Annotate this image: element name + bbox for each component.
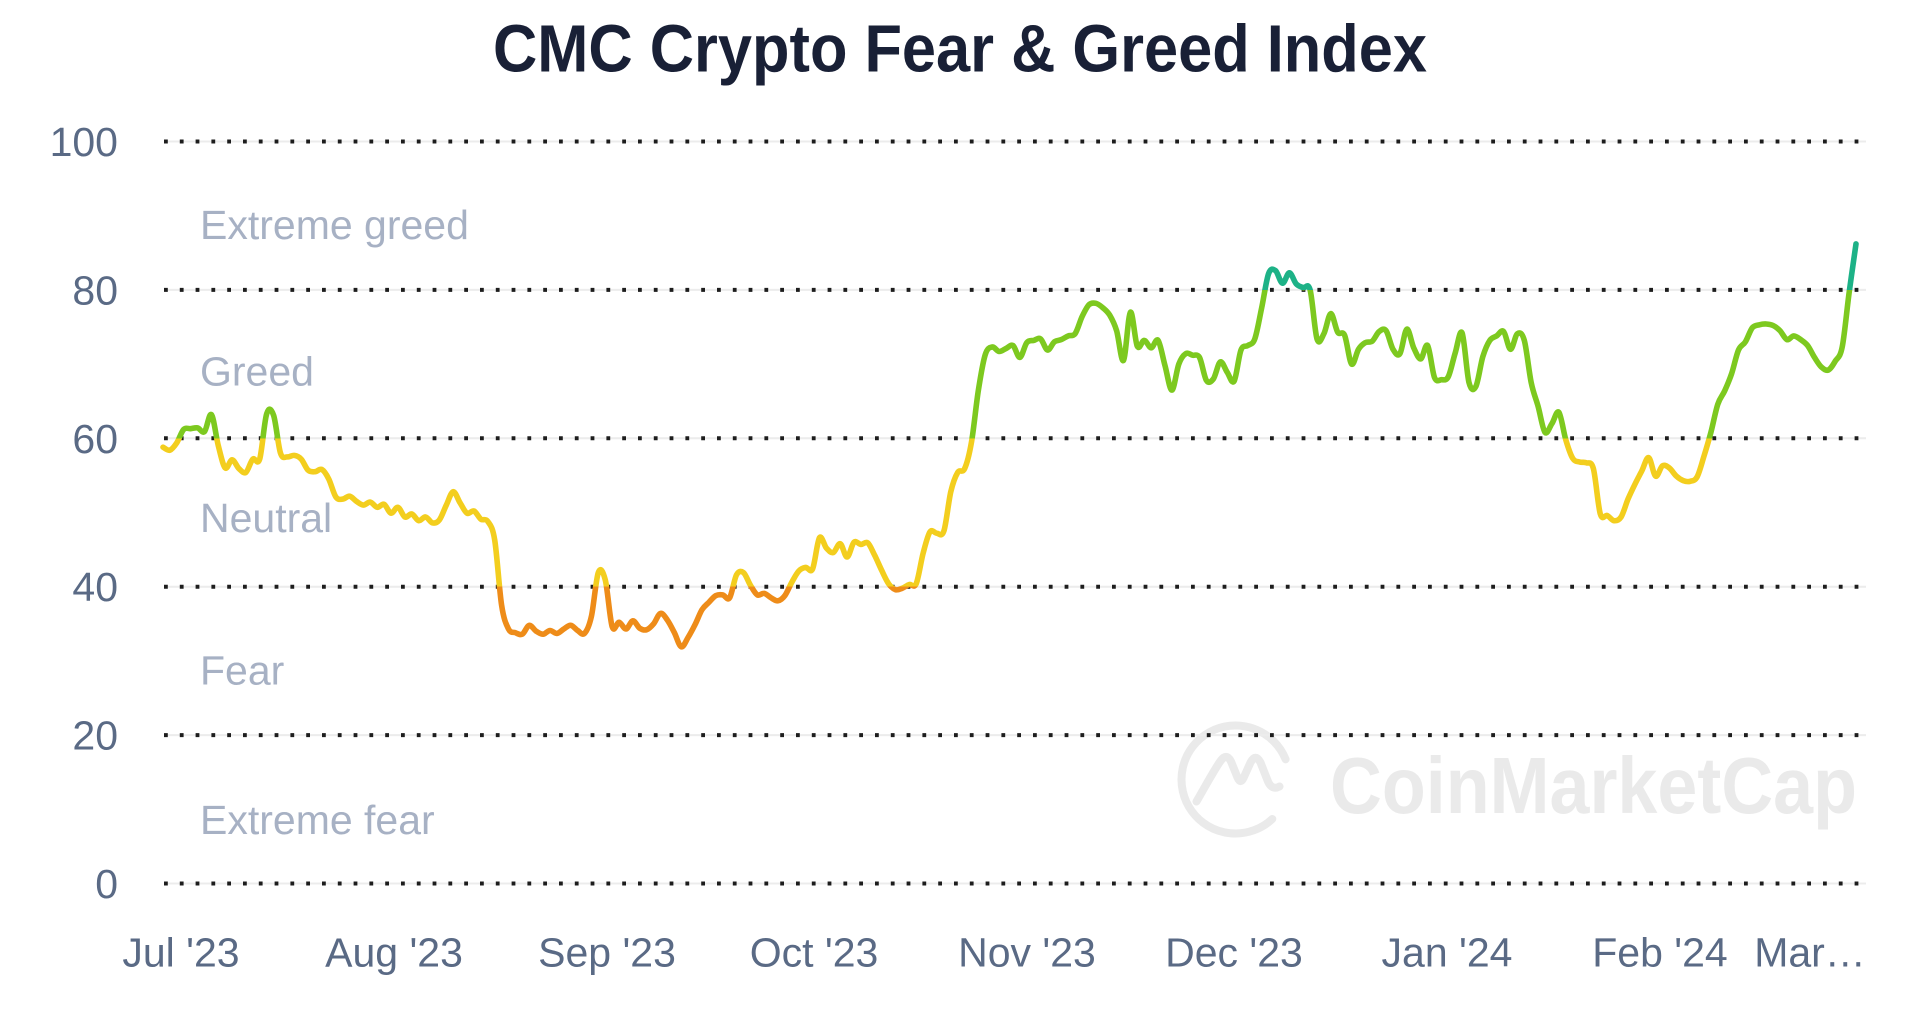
svg-text:Extreme greed: Extreme greed bbox=[200, 202, 469, 248]
svg-text:100: 100 bbox=[50, 119, 118, 165]
svg-text:Greed: Greed bbox=[200, 349, 314, 395]
svg-text:0: 0 bbox=[95, 861, 118, 907]
svg-text:80: 80 bbox=[72, 267, 118, 313]
svg-text:Oct '23: Oct '23 bbox=[750, 930, 879, 976]
svg-text:Aug '23: Aug '23 bbox=[325, 930, 463, 976]
svg-text:Jan '24: Jan '24 bbox=[1382, 930, 1513, 976]
svg-text:Fear: Fear bbox=[200, 648, 284, 694]
svg-text:Neutral: Neutral bbox=[200, 495, 332, 541]
svg-text:CMC Crypto Fear & Greed Index: CMC Crypto Fear & Greed Index bbox=[493, 13, 1427, 87]
svg-text:Sep '23: Sep '23 bbox=[538, 930, 676, 976]
svg-text:20: 20 bbox=[72, 713, 118, 759]
svg-text:Nov '23: Nov '23 bbox=[958, 930, 1096, 976]
svg-text:CoinMarketCap: CoinMarketCap bbox=[1330, 741, 1857, 830]
svg-text:Extreme fear: Extreme fear bbox=[200, 797, 435, 843]
svg-text:40: 40 bbox=[72, 564, 118, 610]
svg-text:60: 60 bbox=[72, 416, 118, 462]
svg-text:Feb '24: Feb '24 bbox=[1592, 930, 1727, 976]
svg-text:Mar…: Mar… bbox=[1754, 930, 1866, 976]
svg-text:Jul '23: Jul '23 bbox=[122, 930, 239, 976]
svg-text:Dec '23: Dec '23 bbox=[1165, 930, 1303, 976]
